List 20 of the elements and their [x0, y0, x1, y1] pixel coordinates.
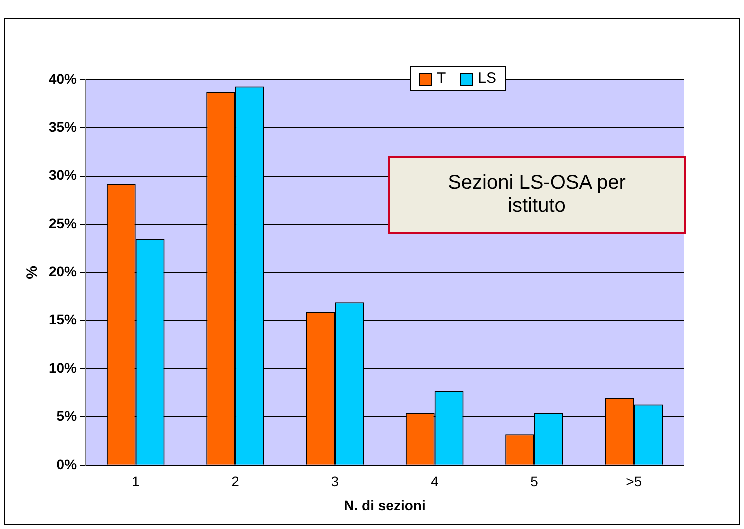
- y-tick-label: 15%: [48, 312, 78, 328]
- y-tick-label: 0%: [56, 456, 78, 472]
- y-tick-label: 35%: [48, 119, 78, 136]
- y-tick-label: 25%: [48, 215, 78, 232]
- y-tick-label: 10%: [48, 360, 78, 376]
- y-tick-label: 5%: [56, 408, 78, 424]
- y-tick-label: 40%: [48, 70, 78, 87]
- x-tick-label: 4: [430, 474, 439, 490]
- x-tick-label: 5: [530, 474, 539, 490]
- y-axis-title: %: [24, 266, 42, 280]
- legend-label: T: [436, 70, 446, 87]
- x-tick-label: >5: [626, 474, 642, 490]
- y-tick-label: 20%: [48, 264, 78, 280]
- x-axis-title: N. di sezioni: [344, 497, 426, 514]
- y-tick-label: 30%: [48, 167, 78, 184]
- x-tick-label: 2: [232, 474, 240, 490]
- legend-label: LS: [477, 70, 497, 87]
- x-tick-label: 1: [132, 474, 140, 490]
- x-tick-label: 3: [331, 474, 340, 490]
- title-box: Sezioni LS-OSA per istituto: [388, 156, 686, 234]
